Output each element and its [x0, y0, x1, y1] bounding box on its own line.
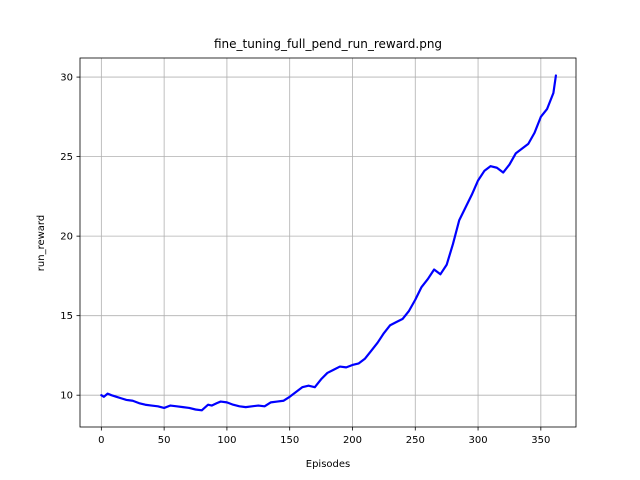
- x-tick-label: 250: [406, 435, 425, 446]
- y-axis-ticks: 10 15 20 25 30: [60, 73, 80, 402]
- x-tick-label: 200: [343, 435, 362, 446]
- y-tick-label: 25: [60, 152, 73, 163]
- x-tick-label: 300: [469, 435, 488, 446]
- y-axis-label: run_reward: [36, 215, 47, 271]
- x-tick-label: 50: [158, 435, 171, 446]
- y-tick-label: 10: [60, 391, 73, 402]
- x-tick-label: 0: [98, 435, 104, 446]
- grid-lines: [80, 58, 576, 427]
- x-tick-label: 100: [217, 435, 236, 446]
- y-tick-label: 30: [60, 73, 73, 84]
- x-axis-label: Episodes: [306, 459, 350, 470]
- x-tick-label: 350: [531, 435, 550, 446]
- series-line: [100, 74, 558, 412]
- x-tick-label: 150: [280, 435, 299, 446]
- plot-area-frame: [79, 57, 577, 428]
- x-axis-ticks: 0 50 100 150 200 250 300 350: [98, 427, 550, 446]
- series-layer: [100, 74, 558, 412]
- y-tick-label: 20: [60, 232, 73, 243]
- y-tick-label: 15: [60, 311, 73, 322]
- chart-title: fine_tuning_full_pend_run_reward.png: [214, 37, 442, 51]
